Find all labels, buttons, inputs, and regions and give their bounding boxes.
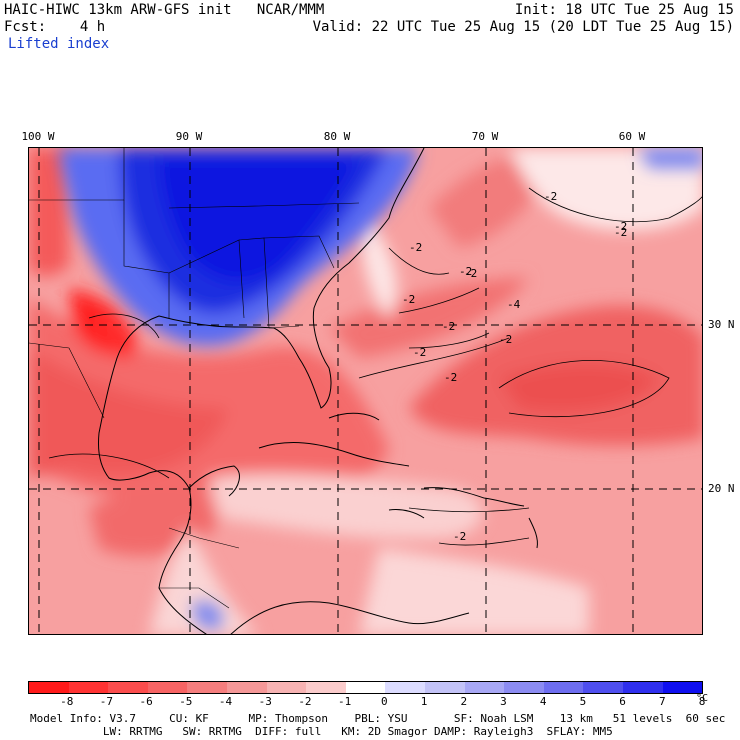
colorbar-segment: [266, 682, 307, 693]
colorbar-tick-label: 7: [658, 695, 666, 708]
colorbar-segment: [583, 682, 623, 693]
colorbar-segment: [68, 682, 109, 693]
colorbar-tick-label: -8: [60, 695, 74, 708]
lat-label-30n: 30 N: [708, 318, 735, 331]
lat-lon-grid: [29, 148, 702, 634]
colorbar: [28, 681, 703, 694]
political-borders: [29, 148, 360, 609]
contour-label: -2: [442, 320, 455, 333]
contour-label: -2: [499, 333, 512, 346]
lon-label-80w: 80 W: [323, 130, 351, 143]
colorbar-segment: [345, 682, 386, 693]
init-time: Init: 18 UTC Tue 25 Aug 15: [514, 2, 734, 18]
colorbar-segment: [662, 682, 703, 693]
colorbar-segment: [187, 682, 227, 693]
contour-label: -2: [453, 530, 466, 543]
colorbar-tick-label: -6: [139, 695, 153, 708]
colorbar-segment: [543, 682, 584, 693]
colorbar-segment: [424, 682, 465, 693]
contours: [48, 187, 702, 546]
forecast-hour: Fcst: 4 h: [4, 19, 106, 35]
lifted-index-shading: [29, 148, 702, 634]
contour-label: -2: [464, 267, 477, 280]
lon-label-60w: 60 W: [618, 130, 646, 143]
colorbar-tick-label: -3: [258, 695, 272, 708]
contour-label: -2: [614, 220, 627, 233]
colorbar-tick-label: -1: [338, 695, 352, 708]
colorbar-tick-label: 5: [579, 695, 587, 708]
lifted-index-map: -2 -2 -2 -2 -2 -2 -4 -2 -2 -2 -2 -2 -2: [28, 147, 703, 635]
colorbar-tick-label: 1: [420, 695, 428, 708]
colorbar-tick-label: 6: [619, 695, 626, 708]
map-canvas: -2 -2 -2 -2 -2 -2 -4 -2 -2 -2 -2 -2 -2: [29, 148, 702, 634]
colorbar-tick-label: -7: [99, 695, 114, 708]
contour-label: -2: [544, 190, 557, 203]
colorbar-tick-label: 4: [539, 695, 547, 708]
model-title: HAIC-HIWC 13km ARW-GFS init NCAR/MMM: [4, 2, 325, 18]
lon-label-100w: 100 W: [21, 130, 55, 143]
colorbar-segment: [108, 682, 148, 693]
coastlines: [98, 148, 538, 634]
colorbar-tick-label: 0: [381, 695, 388, 708]
contour-label: -4: [507, 298, 521, 311]
colorbar-tick-label: 8: [698, 695, 706, 708]
colorbar-segment: [464, 682, 505, 693]
colorbar-segment: [147, 682, 188, 693]
colorbar-tick-label: -2: [298, 695, 312, 708]
lon-label-90w: 90 W: [175, 130, 203, 143]
field-label: Lifted index: [8, 36, 110, 52]
contour-label: -2: [402, 293, 415, 306]
stable-air-shading: [59, 148, 702, 629]
lon-label-70w: 70 W: [471, 130, 499, 143]
valid-time: Valid: 22 UTC Tue 25 Aug 15 (20 LDT Tue …: [312, 19, 734, 35]
model-info-line2: LW: RRTMG SW: RRTMG DIFF: full KM: 2D Sm…: [30, 725, 613, 738]
colorbar-tick-label: -5: [179, 695, 193, 708]
colorbar-segment: [226, 682, 267, 693]
colorbar-segment: [29, 682, 69, 693]
colorbar-unit: °C: [696, 693, 709, 704]
colorbar-tick-label: 2: [460, 695, 468, 708]
colorbar-tick-label: 3: [500, 695, 507, 708]
contour-label: -2: [409, 241, 422, 254]
model-info-line1: Model Info: V3.7 CU: KF MP: Thompson PBL…: [30, 712, 726, 725]
colorbar-segment: [385, 682, 425, 693]
colorbar-segment: [622, 682, 663, 693]
contour-label: -2: [413, 346, 426, 359]
contour-label: -2: [444, 371, 457, 384]
colorbar-tick-label: -4: [218, 695, 233, 708]
colorbar-segment: [306, 682, 346, 693]
contour-label: -2: [459, 265, 472, 278]
lat-label-20n: 20 N: [708, 482, 735, 495]
colorbar-segment: [504, 682, 544, 693]
contour-label: -2: [614, 226, 627, 239]
